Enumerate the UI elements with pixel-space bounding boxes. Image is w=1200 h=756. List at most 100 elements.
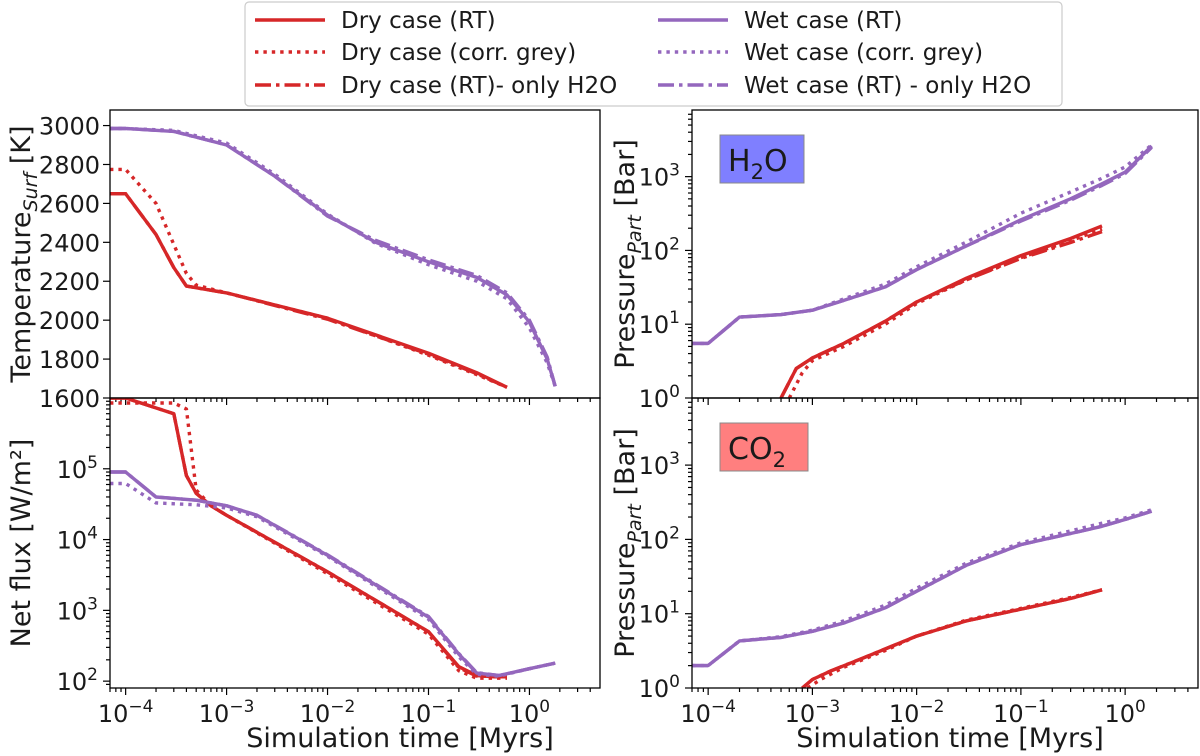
y-axis-label-tail: [K] <box>6 126 37 173</box>
y-tick-label-exponent: 3 <box>87 594 98 614</box>
series-line <box>110 126 557 387</box>
x-tick-label-base: 10 <box>401 700 432 728</box>
x-tick-label-exponent: −3 <box>229 697 254 717</box>
x-tick-label-exponent: 0 <box>539 697 550 717</box>
species-badge <box>719 422 809 472</box>
y-tick-label: 101 <box>639 308 680 339</box>
series-line <box>801 588 1103 688</box>
x-tick-label: 100 <box>509 697 550 728</box>
series-group <box>692 508 1153 688</box>
y-axis-label-main: Temperature <box>6 211 37 383</box>
figure-xlabels: Simulation time [Myrs] Simulation time [… <box>246 723 1104 754</box>
y-tick-label: 2200 <box>39 268 100 296</box>
y-axis-label-main: Net flux [W/m²] <box>6 439 37 648</box>
series-line <box>110 398 508 679</box>
y-tick-label: 101 <box>639 598 680 629</box>
y-tick-label: 103 <box>639 161 680 192</box>
badge-base: CO <box>728 432 773 467</box>
series-line <box>110 401 507 680</box>
y-axis-label: PressurePart [Bar] <box>610 428 646 658</box>
x-tick-label: 10−4 <box>98 697 154 728</box>
x-tick-label: 10−1 <box>401 697 457 728</box>
y-tick-label-base: 10 <box>639 526 670 554</box>
x-tick-label: 10−3 <box>785 697 841 728</box>
y-tick-label-exponent: 2 <box>669 234 680 254</box>
y-axis-label: Net flux [W/m²] <box>6 439 37 648</box>
axes-frame <box>109 109 601 399</box>
x-tick-label-base: 10 <box>300 700 331 728</box>
x-tick-label-exponent: −2 <box>330 697 355 717</box>
y-tick-label-base: 10 <box>57 527 88 555</box>
x-tick-label-exponent: −1 <box>431 697 456 717</box>
y-tick-label: 2000 <box>39 307 100 335</box>
y-tick-label-exponent: 3 <box>669 161 680 181</box>
y-tick-label-exponent: 2 <box>669 523 680 543</box>
x-tick-label-exponent: 0 <box>1135 697 1146 717</box>
series-line <box>110 192 508 389</box>
badge-sub: 2 <box>751 160 764 184</box>
x-tick-label-exponent: −3 <box>815 697 840 717</box>
x-tick-label: 10−4 <box>680 697 736 728</box>
y-tick-label-exponent: 5 <box>87 453 98 473</box>
y-axis-label-sub: Part <box>624 214 646 254</box>
x-tick-label-base: 10 <box>993 700 1024 728</box>
x-tick-label-exponent: −1 <box>1024 697 1049 717</box>
y-tick-label-base: 10 <box>639 452 670 480</box>
y-tick-label: 102 <box>639 523 680 554</box>
y-axis-label-tail: [Bar] <box>610 428 641 504</box>
y-tick-label: 2800 <box>39 151 100 179</box>
x-tick-label: 10−1 <box>993 697 1049 728</box>
x-tick-label-exponent: −4 <box>711 697 736 717</box>
legend-label: Dry case (corr. grey) <box>341 40 576 66</box>
legend-frame <box>244 1 1063 107</box>
x-tick-label-base: 10 <box>1104 700 1135 728</box>
y-tick-label-exponent: 1 <box>669 308 680 328</box>
panel-co2_pressure: 10−4 10−3 10−2 10−1 100100101102103PressureP… <box>610 397 1199 728</box>
badge-sub: 2 <box>773 448 786 472</box>
y-axis-label-main: Pressure <box>610 253 641 368</box>
y-tick-label: 1600 <box>39 385 100 413</box>
x-tick-label: 10−2 <box>889 697 945 728</box>
x-tick-label-exponent: −2 <box>919 697 944 717</box>
x-tick-label-base: 10 <box>199 700 230 728</box>
x-tick-label: 100 <box>1104 697 1145 728</box>
y-tick-label-base: 10 <box>639 601 670 629</box>
series-line <box>110 192 508 389</box>
series-line <box>110 470 556 678</box>
y-axis-label-main: Pressure <box>610 542 641 657</box>
x-tick-label-base: 10 <box>98 700 129 728</box>
y-tick-label-exponent: 1 <box>669 598 680 618</box>
x-tick-label-base: 10 <box>509 700 540 728</box>
y-tick-label-exponent: 4 <box>87 524 98 544</box>
y-tick-label: 102 <box>639 234 680 265</box>
series-group <box>110 398 556 680</box>
panel-temperature: 16001800200022002400260028003000Temperat… <box>6 109 601 413</box>
series-line <box>692 146 1153 346</box>
y-tick-label: 100 <box>639 382 680 413</box>
x-tick-label-base: 10 <box>889 700 920 728</box>
y-tick-label-base: 10 <box>639 675 670 703</box>
x-tick-label-base: 10 <box>680 700 711 728</box>
x-tick-label: 10−3 <box>199 697 255 728</box>
species-badge-label: H2O <box>728 144 788 184</box>
y-tick-label: 2400 <box>39 229 100 257</box>
series-line <box>779 229 1103 398</box>
y-axis-label: PressurePart [Bar] <box>610 139 646 369</box>
y-tick-label: 103 <box>57 594 98 625</box>
x-tick-label: 10−2 <box>300 697 356 728</box>
y-axis-label-tail: [Bar] <box>610 139 641 215</box>
y-tick-label-exponent: 0 <box>669 672 680 692</box>
x-tick-label-exponent: −4 <box>128 697 153 717</box>
y-tick-label-base: 10 <box>57 597 88 625</box>
y-tick-label: 1800 <box>39 346 100 374</box>
legend-label: Dry case (RT) <box>341 8 496 34</box>
y-tick-label-base: 10 <box>639 385 670 413</box>
y-axis-label-sub: Surf <box>20 170 42 212</box>
badge-tail: O <box>764 144 788 179</box>
y-tick-label: 103 <box>639 449 680 480</box>
panels: 16001800200022002400260028003000Temperat… <box>6 109 1199 728</box>
y-tick-label: 105 <box>57 453 98 484</box>
series-line <box>110 126 557 387</box>
legend-label: Dry case (RT)- only H2O <box>341 73 617 99</box>
